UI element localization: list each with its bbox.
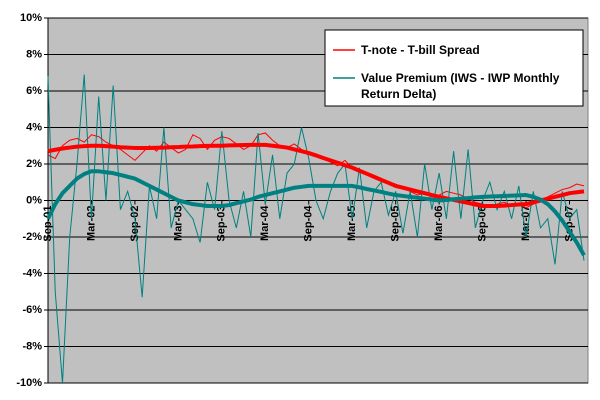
- legend-box: [324, 29, 584, 107]
- legend-label: Value Premium (IWS - IWP Monthly Return …: [361, 71, 560, 101]
- y-tick-label: 4%: [26, 121, 42, 133]
- x-tick-label: Mar-02: [85, 206, 97, 241]
- legend-label-box: Value Premium (IWS - IWP Monthly Return …: [361, 71, 560, 101]
- y-tick-label: 6%: [26, 85, 42, 97]
- x-tick-label: Sep-03: [216, 205, 228, 241]
- x-tick-label: Sep-06: [477, 206, 489, 242]
- x-tick-label: Mar-04: [259, 205, 271, 241]
- x-tick-label: Mar-06: [433, 206, 445, 241]
- trend-line: [46, 169, 586, 257]
- x-tick-label: Sep-04: [303, 205, 315, 242]
- trend-line: [47, 142, 585, 208]
- y-tick-label: -6%: [22, 304, 42, 316]
- series-line: [47, 74, 585, 384]
- y-tick-label: 10%: [20, 12, 42, 24]
- y-tick-label: 8%: [26, 48, 42, 60]
- y-tick-label: -4%: [22, 267, 42, 279]
- legend-label: T-note - T-bill Spread: [361, 43, 480, 57]
- y-tick-label: -2%: [22, 231, 42, 243]
- y-tick-label: -10%: [16, 377, 42, 389]
- y-tick-label: 2%: [26, 158, 42, 170]
- y-tick-label: -8%: [22, 340, 42, 352]
- x-tick-label: Sep-05: [390, 206, 402, 242]
- legend-label-box: T-note - T-bill Spread: [361, 43, 480, 57]
- y-tick-label: 0%: [26, 194, 42, 206]
- x-tick-label: Mar-05: [346, 206, 358, 241]
- x-tick-label: Mar-03: [172, 206, 184, 241]
- x-tick-label: Sep-02: [129, 206, 141, 242]
- legend: T-note - T-bill Spread Value Premium (IWS…: [324, 29, 584, 107]
